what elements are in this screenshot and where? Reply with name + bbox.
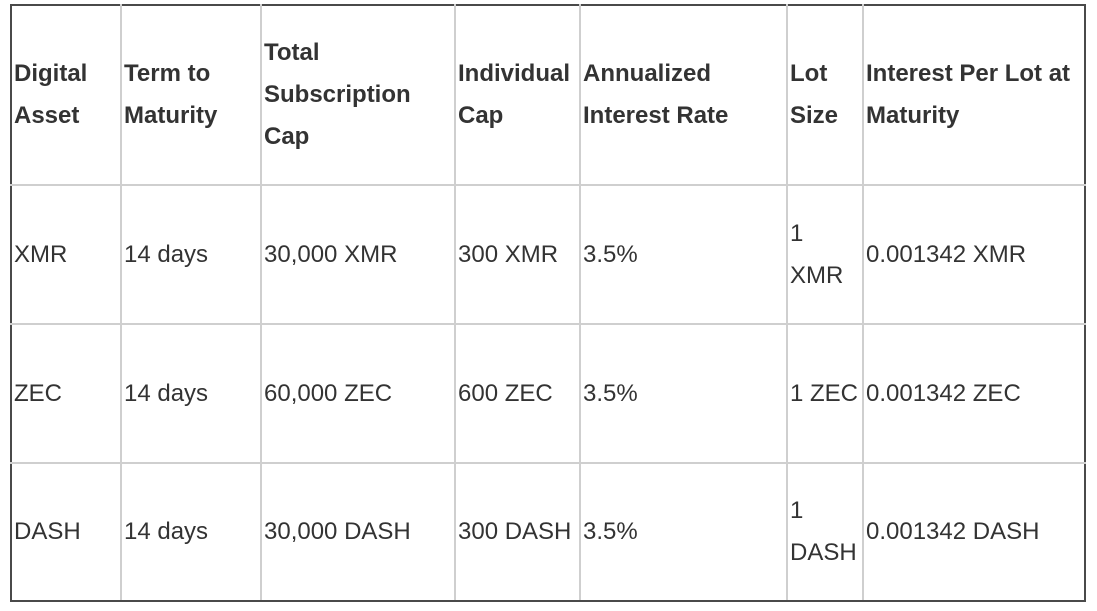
table-row: XMR 14 days 30,000 XMR 300 XMR 3.5% 1 XM…: [10, 184, 1086, 325]
cell-term-to-maturity: 14 days: [120, 323, 262, 464]
cell-digital-asset: DASH: [10, 462, 122, 602]
header-lot-size: Lot Size: [786, 4, 864, 186]
header-row: Digital Asset Term to Maturity Total Sub…: [10, 4, 1086, 186]
cell-annualized-interest-rate: 3.5%: [579, 462, 788, 602]
cell-interest-per-lot: 0.001342 DASH: [862, 462, 1086, 602]
table-row: ZEC 14 days 60,000 ZEC 600 ZEC 3.5% 1 ZE…: [10, 323, 1086, 464]
cell-individual-cap: 300 XMR: [454, 184, 581, 325]
header-total-subscription-cap: Total Subscription Cap: [260, 4, 456, 186]
table-row: DASH 14 days 30,000 DASH 300 DASH 3.5% 1…: [10, 462, 1086, 602]
cell-individual-cap: 300 DASH: [454, 462, 581, 602]
header-individual-cap: Individual Cap: [454, 4, 581, 186]
header-interest-per-lot: Interest Per Lot at Maturity: [862, 4, 1086, 186]
subscription-table: Digital Asset Term to Maturity Total Sub…: [10, 4, 1086, 602]
cell-total-subscription-cap: 30,000 DASH: [260, 462, 456, 602]
header-annualized-interest-rate: Annualized Interest Rate: [579, 4, 788, 186]
cell-total-subscription-cap: 30,000 XMR: [260, 184, 456, 325]
cell-lot-size: 1 DASH: [786, 462, 864, 602]
cell-digital-asset: ZEC: [10, 323, 122, 464]
cell-lot-size: 1 ZEC: [786, 323, 864, 464]
cell-annualized-interest-rate: 3.5%: [579, 184, 788, 325]
cell-total-subscription-cap: 60,000 ZEC: [260, 323, 456, 464]
header-digital-asset: Digital Asset: [10, 4, 122, 186]
cell-interest-per-lot: 0.001342 ZEC: [862, 323, 1086, 464]
header-term-to-maturity: Term to Maturity: [120, 4, 262, 186]
cell-interest-per-lot: 0.001342 XMR: [862, 184, 1086, 325]
cell-term-to-maturity: 14 days: [120, 462, 262, 602]
cell-digital-asset: XMR: [10, 184, 122, 325]
cell-term-to-maturity: 14 days: [120, 184, 262, 325]
cell-annualized-interest-rate: 3.5%: [579, 323, 788, 464]
cell-lot-size: 1 XMR: [786, 184, 864, 325]
cell-individual-cap: 600 ZEC: [454, 323, 581, 464]
